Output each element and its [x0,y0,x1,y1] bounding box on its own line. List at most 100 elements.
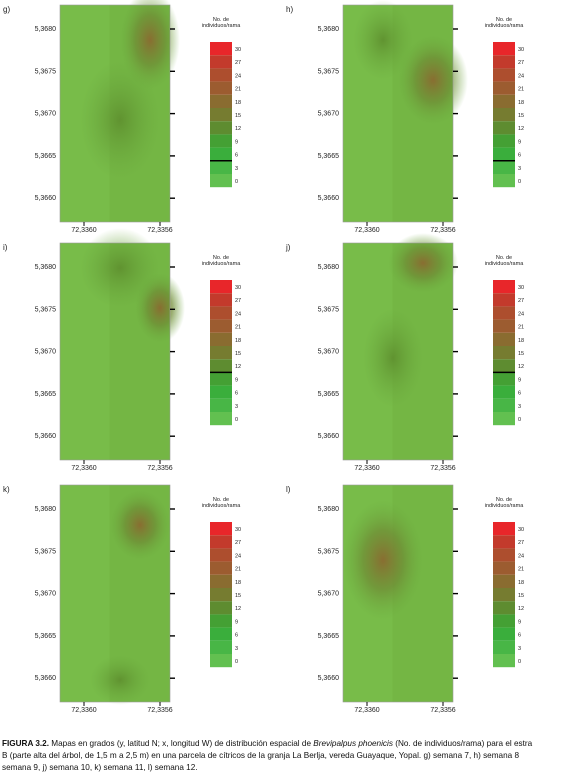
y-tick-label: 5,3665 [35,633,57,640]
legend-label: 15 [235,593,241,599]
legend-label: 24 [518,73,524,79]
map-patch [388,233,458,293]
legend-cell [493,332,515,346]
legend-cell [493,522,515,536]
y-tick-label: 5,3670 [35,349,57,356]
legend-title: individuos/rama [485,23,524,29]
y-tick-label: 5,3660 [318,675,340,682]
legend-cell [210,134,232,148]
x-tick-label: 72,3356 [147,465,172,472]
legend-label: 6 [518,391,521,397]
legend-label: 30 [518,47,524,53]
legend-cell [210,68,232,82]
legend-label: 9 [518,619,521,625]
legend-cell [493,574,515,588]
legend-title: No. de [496,17,512,23]
legend-label: 12 [518,364,524,370]
map-patch [353,0,413,80]
legend-cell [493,385,515,399]
y-tick-label: 5,3665 [318,153,340,160]
legend-cell [493,319,515,333]
legend-label: 15 [518,351,524,357]
legend-label: 15 [518,113,524,119]
legend-cell [210,601,232,615]
map-patch [80,60,160,180]
legend-label: 21 [235,87,241,93]
legend-cell [210,522,232,536]
legend-label: 9 [518,377,521,383]
x-tick-label: 72,3360 [354,465,379,472]
legend-cell [210,627,232,641]
legend-label: 30 [235,47,241,53]
legend-label: 3 [235,166,238,172]
y-tick-label: 5,3660 [318,195,340,202]
legend-label: 12 [235,364,241,370]
caption-line: B (parte alta del árbol, de 1,5 m a 2,5 … [2,751,519,760]
legend-label: 21 [235,567,241,573]
legend-cell [493,160,515,174]
legend-label: 18 [235,100,241,106]
legend-label: 30 [518,527,524,533]
y-tick-label: 5,3665 [35,153,57,160]
legend-label: 6 [518,153,521,159]
legend-title: No. de [496,255,512,261]
legend-label: 0 [235,417,238,423]
legend-label: 6 [518,633,521,639]
map-patch [80,228,160,308]
legend-label: 24 [235,311,241,317]
y-tick-label: 5,3670 [318,591,340,598]
caption-species: Brevipalpus phoenicis [313,739,393,748]
legend-title: individuos/rama [202,261,241,267]
legend-label: 30 [235,527,241,533]
legend-cell [493,398,515,412]
legend-cell [210,346,232,360]
y-tick-label: 5,3680 [318,264,340,271]
map-patch [363,308,423,408]
legend-cell [493,640,515,654]
y-tick-label: 5,3680 [35,506,57,513]
legend-label: 27 [518,540,524,546]
legend-cell [210,654,232,668]
legend-label: 0 [518,659,521,665]
legend-cell [210,319,232,333]
legend-label: 18 [235,338,241,344]
x-tick-label: 72,3356 [147,227,172,234]
legend-cell [493,94,515,108]
legend-cell [493,588,515,602]
legend-label: 27 [518,60,524,66]
legend-label: 0 [235,659,238,665]
legend-label: 21 [235,325,241,331]
legend-label: 3 [518,646,521,652]
legend-cell [210,42,232,56]
legend-title: individuos/rama [485,503,524,509]
y-tick-label: 5,3680 [318,506,340,513]
x-tick-label: 72,3356 [430,227,455,234]
legend-cell [493,134,515,148]
legend-cell [493,293,515,307]
legend-label: 9 [235,377,238,383]
panel-label: l) [286,485,291,494]
legend-cell [210,147,232,161]
legend-label: 3 [235,646,238,652]
legend-cell [493,535,515,549]
legend-cell [210,372,232,386]
legend-title: No. de [213,497,229,503]
legend-label: 21 [518,87,524,93]
legend-title: individuos/rama [485,261,524,267]
x-tick-label: 72,3360 [354,707,379,714]
legend-cell [210,81,232,95]
legend-label: 6 [235,633,238,639]
legend-cell [210,614,232,628]
caption-label: FIGURA 3.2. [2,739,49,748]
legend-cell [210,385,232,399]
legend-cell [493,346,515,360]
legend-label: 9 [235,619,238,625]
legend-title: No. de [496,497,512,503]
legend-cell [210,548,232,562]
legend-cell [493,561,515,575]
legend-label: 6 [235,391,238,397]
legend-cell [210,306,232,320]
x-tick-label: 72,3360 [71,707,96,714]
panel-label: i) [3,243,8,252]
